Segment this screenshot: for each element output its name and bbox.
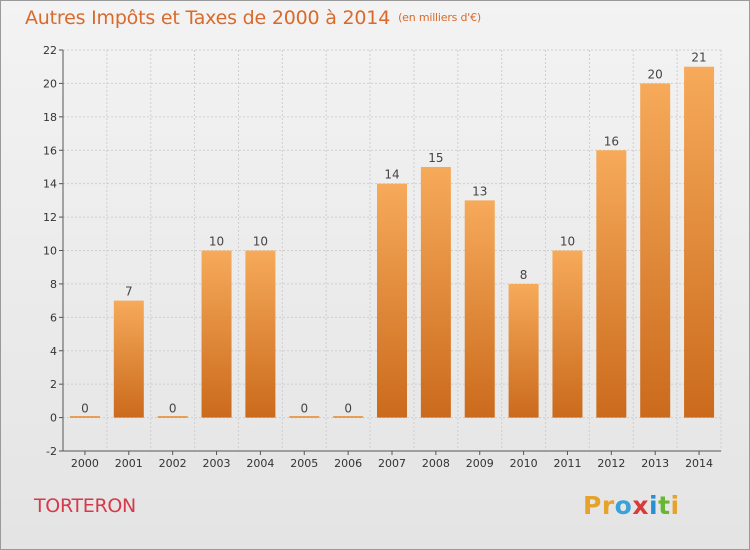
bar: [245, 250, 276, 418]
bar: [289, 416, 320, 418]
bar-value-label: 16: [604, 134, 619, 148]
bar: [684, 66, 715, 418]
y-tick-label: 16: [43, 144, 57, 157]
y-tick-label: 2: [50, 378, 57, 391]
bar: [464, 200, 495, 418]
bar-value-label: 20: [648, 67, 663, 81]
bar: [377, 183, 407, 418]
x-tick-label: 2004: [246, 457, 274, 470]
logo-letter: r: [601, 491, 615, 520]
logo-letter: i: [649, 491, 659, 520]
bar: [640, 83, 671, 418]
chart-title: Autres Impôts et Taxes de 2000 à 2014 (en…: [25, 7, 481, 29]
y-tick-label: 22: [43, 44, 57, 57]
logo-letter: o: [614, 491, 633, 520]
bar-value-label: 14: [384, 168, 399, 182]
bar-value-label: 0: [169, 402, 177, 416]
bar: [552, 250, 583, 418]
bar-value-label: 13: [472, 184, 487, 198]
x-tick-label: 2002: [159, 457, 187, 470]
y-tick-label: 10: [43, 245, 57, 258]
bar-value-label: 0: [300, 402, 308, 416]
y-tick-label: 8: [50, 278, 57, 291]
bar-value-label: 21: [691, 51, 706, 65]
x-tick-label: 2014: [685, 457, 713, 470]
y-tick-label: 20: [43, 77, 57, 90]
y-tick-label: 18: [43, 111, 57, 124]
bar: [69, 416, 100, 418]
commune-name: TORTERON: [34, 495, 136, 517]
bar-value-label: 10: [253, 235, 268, 249]
logo-letter: P: [583, 491, 602, 520]
x-tick-label: 2009: [466, 457, 494, 470]
x-tick-label: 2010: [510, 457, 538, 470]
x-tick-label: 2013: [641, 457, 669, 470]
bar: [508, 283, 539, 418]
bar-value-label: 8: [520, 268, 528, 282]
bar-chart: 0 7 0 10 10 0 0 14 15 13 8 10 16 20 21 -2 0 2 4 6 8 10 12 14 16…: [43, 44, 722, 470]
x-tick-label: 2006: [334, 457, 362, 470]
chart-unit-label: (en milliers d'€): [398, 11, 481, 24]
bar-value-label: 0: [81, 402, 89, 416]
bar-layer: 0 7 0 10 10 0 0 14 15 13 8 10 16 20 21: [69, 51, 715, 418]
x-tick-label: 2003: [203, 457, 231, 470]
bar: [333, 416, 364, 418]
y-tick-label: 4: [50, 345, 57, 358]
logo-letter: t: [658, 491, 671, 520]
x-tick-label: 2012: [597, 457, 625, 470]
y-tick-label: -2: [46, 445, 57, 458]
bar: [113, 300, 144, 418]
bar: [596, 150, 627, 418]
x-tick-label: 2005: [290, 457, 318, 470]
x-tick-label: 2007: [378, 457, 406, 470]
bar-value-label: 15: [428, 151, 443, 165]
proxiti-logo[interactable]: Proxiti: [583, 491, 680, 520]
y-tick-label: 0: [50, 412, 57, 425]
y-tick-label: 6: [50, 311, 57, 324]
bar: [201, 250, 232, 418]
y-tick-label: 12: [43, 211, 57, 224]
bar: [157, 416, 188, 418]
x-tick-label: 2001: [115, 457, 143, 470]
y-tick-label: 14: [43, 178, 57, 191]
bar-value-label: 10: [209, 235, 224, 249]
x-tick-label: 2000: [71, 457, 99, 470]
bar-value-label: 0: [344, 402, 352, 416]
x-tick-label: 2011: [553, 457, 581, 470]
chart-title-text: Autres Impôts et Taxes de 2000 à 2014: [25, 7, 391, 29]
bar-value-label: 7: [125, 285, 133, 299]
bar: [420, 166, 451, 418]
bar-value-label: 10: [560, 235, 575, 249]
x-tick-label: 2008: [422, 457, 450, 470]
logo-letter: i: [670, 491, 680, 520]
logo-letter: x: [632, 491, 649, 520]
